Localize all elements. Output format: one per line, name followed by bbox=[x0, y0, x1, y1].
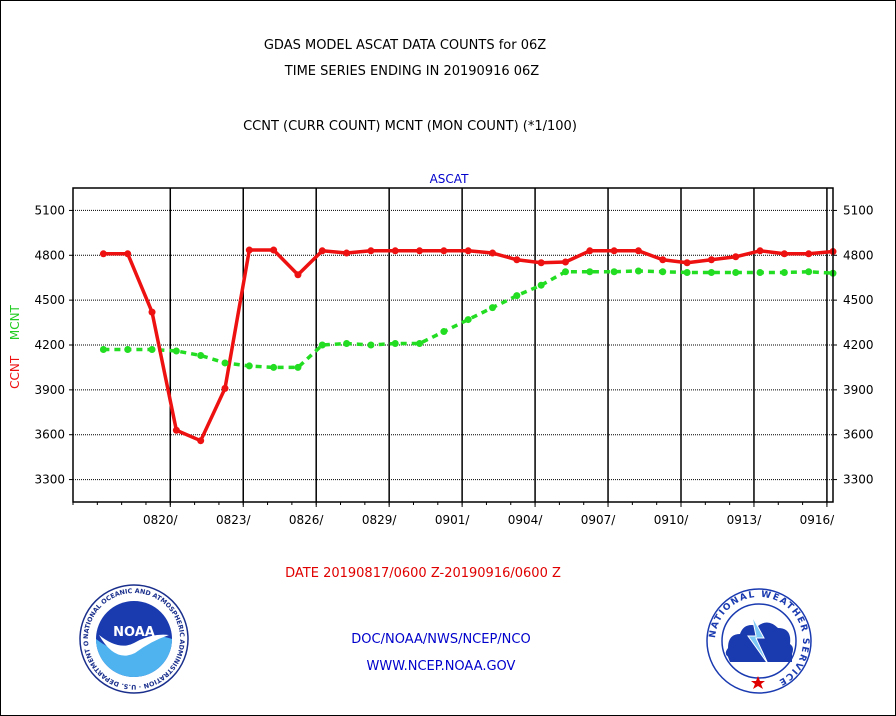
data-point-mcnt bbox=[537, 281, 545, 289]
data-point-ccnt bbox=[124, 250, 132, 258]
chart-subtitle: CCNT (CURR COUNT) MCNT (MON COUNT) (*1/1… bbox=[243, 119, 577, 134]
data-point-mcnt bbox=[391, 340, 399, 348]
data-point-mcnt bbox=[245, 362, 253, 370]
data-point-mcnt bbox=[489, 304, 497, 312]
time-series-chart: 3300 3300 3600 3600 3900 3900 4200 4200 4500 4500… bbox=[34, 187, 874, 527]
data-point-ccnt bbox=[148, 308, 156, 316]
y-tick-label-left: 5100 bbox=[34, 203, 65, 217]
data-point-ccnt bbox=[489, 249, 497, 257]
data-point-ccnt bbox=[707, 256, 715, 264]
data-point-mcnt bbox=[294, 363, 302, 371]
axis-ticks: 3300 3300 3600 3600 3900 3900 4200 4200 4500 4500… bbox=[34, 203, 873, 527]
x-tick-label: 0913/ bbox=[727, 513, 763, 527]
data-point-ccnt bbox=[513, 256, 521, 264]
data-point-ccnt bbox=[732, 253, 740, 261]
y-tick-label-left: 4800 bbox=[34, 248, 65, 262]
data-point-mcnt bbox=[707, 268, 715, 276]
data-point-mcnt bbox=[561, 268, 569, 276]
x-tick-label: 0823/ bbox=[216, 513, 252, 527]
data-point-ccnt bbox=[610, 247, 618, 255]
footer-organization: DOC/NOAA/NWS/NCEP/NCO bbox=[351, 632, 531, 647]
y-tick-label-right: 5100 bbox=[843, 203, 874, 217]
data-point-ccnt bbox=[634, 247, 642, 255]
data-point-ccnt bbox=[659, 256, 667, 264]
data-point-mcnt bbox=[172, 347, 180, 355]
data-point-mcnt bbox=[99, 345, 107, 353]
data-point-ccnt bbox=[294, 271, 302, 279]
data-point-ccnt bbox=[683, 259, 691, 267]
data-point-mcnt bbox=[683, 268, 691, 276]
y-tick-label-left: 3600 bbox=[34, 428, 65, 442]
data-point-mcnt bbox=[610, 268, 618, 276]
grid-lines bbox=[73, 188, 833, 502]
data-point-ccnt bbox=[172, 426, 180, 434]
chart-title-line-2: TIME SERIES ENDING IN 20190916 06Z bbox=[284, 64, 540, 79]
y-tick-label-right: 4500 bbox=[843, 293, 874, 307]
noaa-logo-text: NOAA bbox=[113, 625, 155, 640]
y-tick-label-left: 4200 bbox=[34, 338, 65, 352]
data-point-ccnt bbox=[221, 384, 229, 392]
footer-url-link[interactable]: WWW.NCEP.NOAA.GOV bbox=[366, 659, 516, 674]
y-tick-label-left: 3300 bbox=[34, 473, 65, 487]
data-point-ccnt bbox=[586, 247, 594, 255]
data-point-mcnt bbox=[634, 267, 642, 275]
data-point-mcnt bbox=[780, 268, 788, 276]
data-point-mcnt bbox=[197, 351, 205, 359]
data-point-ccnt bbox=[197, 437, 205, 445]
data-point-mcnt bbox=[416, 340, 424, 348]
data-point-ccnt bbox=[245, 246, 253, 254]
data-point-mcnt bbox=[513, 292, 521, 300]
data-point-ccnt bbox=[805, 250, 813, 258]
x-tick-label: 0910/ bbox=[654, 513, 690, 527]
data-point-mcnt bbox=[367, 341, 375, 349]
data-point-ccnt bbox=[440, 247, 448, 255]
nws-logo-icon: NATIONAL WEATHER SERVICE bbox=[706, 588, 812, 694]
data-point-ccnt bbox=[99, 250, 107, 258]
y-tick-label-right: 3600 bbox=[843, 428, 874, 442]
x-tick-label: 0826/ bbox=[289, 513, 325, 527]
data-point-ccnt bbox=[391, 247, 399, 255]
x-tick-label: 0829/ bbox=[362, 513, 398, 527]
data-point-mcnt bbox=[464, 316, 472, 324]
panel-title: ASCAT bbox=[429, 172, 469, 186]
data-point-ccnt bbox=[416, 247, 424, 255]
data-point-ccnt bbox=[537, 259, 545, 267]
data-point-ccnt bbox=[756, 247, 764, 255]
data-point-mcnt bbox=[270, 363, 278, 371]
data-point-mcnt bbox=[586, 268, 594, 276]
x-tick-label: 0916/ bbox=[800, 513, 836, 527]
data-point-mcnt bbox=[343, 340, 351, 348]
y-tick-label-left: 3900 bbox=[34, 383, 65, 397]
chart-title-line-1: GDAS MODEL ASCAT DATA COUNTS for 06Z bbox=[263, 38, 547, 53]
data-point-ccnt bbox=[561, 258, 569, 266]
data-point-ccnt bbox=[318, 247, 326, 255]
noaa-logo-icon: NOAA NATIONAL OCEANIC AND ATMOSPHERIC AD… bbox=[79, 583, 189, 694]
data-point-ccnt bbox=[343, 249, 351, 257]
y-tick-label-right: 3900 bbox=[843, 383, 874, 397]
data-point-mcnt bbox=[732, 268, 740, 276]
data-point-mcnt bbox=[221, 359, 229, 367]
data-point-ccnt bbox=[270, 246, 278, 254]
x-tick-label: 0904/ bbox=[508, 513, 544, 527]
data-point-mcnt bbox=[440, 328, 448, 336]
x-tick-label: 0907/ bbox=[581, 513, 617, 527]
data-point-mcnt bbox=[805, 268, 813, 276]
y-tick-label-left: 4500 bbox=[34, 293, 65, 307]
data-point-mcnt bbox=[318, 341, 326, 349]
y-tick-label-right: 4200 bbox=[843, 338, 874, 352]
data-point-mcnt bbox=[148, 345, 156, 353]
x-tick-label: 0820/ bbox=[143, 513, 179, 527]
data-point-ccnt bbox=[780, 250, 788, 258]
data-point-mcnt bbox=[659, 268, 667, 276]
y-tick-label-right: 3300 bbox=[843, 473, 874, 487]
date-range-label: DATE 20190817/0600 Z-20190916/0600 Z bbox=[285, 566, 561, 581]
y-tick-label-right: 4800 bbox=[843, 248, 874, 262]
data-point-ccnt bbox=[367, 247, 375, 255]
x-tick-label: 0901/ bbox=[435, 513, 471, 527]
data-point-ccnt bbox=[464, 247, 472, 255]
data-point-mcnt bbox=[124, 345, 132, 353]
data-point-mcnt bbox=[756, 268, 764, 276]
series-points bbox=[99, 246, 837, 445]
